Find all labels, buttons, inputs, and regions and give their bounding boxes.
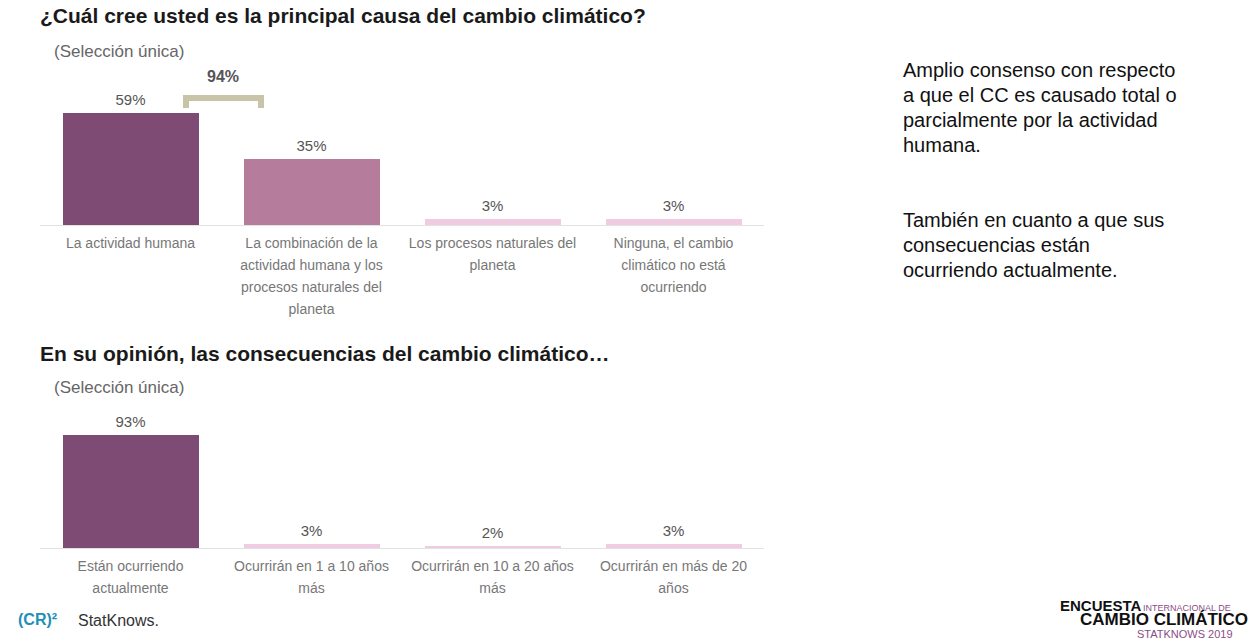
category-label: La actividad humana	[45, 232, 217, 254]
data-label: 3%	[634, 197, 714, 214]
data-label: 93%	[91, 413, 171, 430]
category-label: Los procesos naturales del planeta	[407, 232, 579, 276]
chart-title: ¿Cuál cree usted es la principal causa d…	[40, 4, 646, 28]
category-label: Ocurrirán en más de 20 años	[588, 555, 760, 599]
category-label: Ocurrirán en 10 a 20 años más	[407, 555, 579, 599]
bracket	[183, 95, 264, 101]
data-label: 35%	[272, 137, 352, 154]
logo: (CR)²	[18, 611, 57, 629]
bar	[606, 544, 742, 548]
plot-area	[40, 111, 764, 225]
bracket	[258, 95, 264, 108]
category-label: Ocurrirán en 1 a 10 años más	[226, 555, 398, 599]
bar	[244, 544, 380, 548]
data-label: 3%	[453, 197, 533, 214]
bar	[244, 159, 380, 225]
annotation: 94%	[183, 68, 263, 86]
bar	[425, 546, 561, 548]
side-note: También en cuanto a que sus consecuencia…	[903, 208, 1188, 283]
data-label: 2%	[453, 524, 533, 541]
bar	[63, 435, 199, 548]
bracket	[183, 95, 189, 108]
category-label: Ninguna, el cambio climático no está ocu…	[588, 232, 760, 298]
category-label: La combinación de la actividad humana y …	[226, 232, 398, 320]
footer-text: STATKNOWS 2019	[1137, 628, 1233, 640]
bar	[606, 219, 742, 225]
chart-subtitle: (Selección única)	[54, 42, 184, 62]
baseline	[40, 548, 764, 549]
data-label: 59%	[91, 91, 171, 108]
bar	[63, 113, 199, 225]
bar	[425, 219, 561, 225]
data-label: 3%	[272, 522, 352, 539]
footer-text: CAMBIO CLIMÁTICO	[1080, 610, 1248, 630]
logo: StatKnows.	[78, 612, 159, 630]
data-label: 3%	[634, 522, 714, 539]
chart-title: En su opinión, las consecuencias del cam…	[40, 342, 610, 366]
chart-subtitle: (Selección única)	[54, 378, 184, 398]
plot-area	[40, 433, 764, 548]
baseline	[40, 225, 764, 226]
category-label: Están ocurriendo actualmente	[45, 555, 217, 599]
side-note: Amplio consenso con respecto a que el CC…	[903, 58, 1188, 158]
